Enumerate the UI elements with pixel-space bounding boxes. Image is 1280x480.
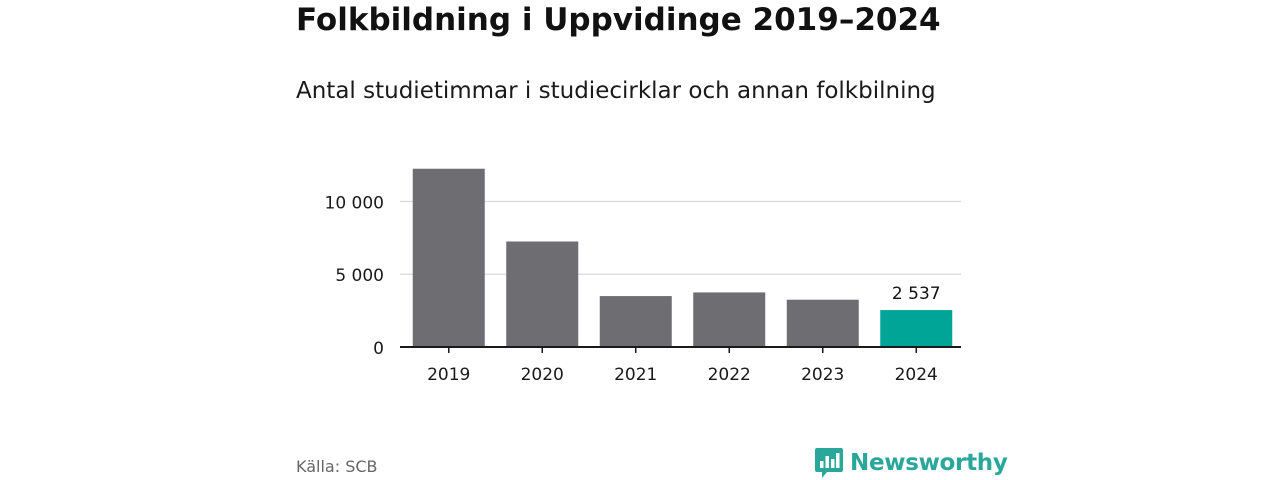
x-tick-label: 2022 <box>708 365 751 385</box>
bar-2019 <box>412 168 485 347</box>
x-tick-label: 2019 <box>427 365 470 385</box>
data-label: 2 537 <box>892 284 941 304</box>
chart-title: Folkbildning i Uppvidinge 2019–2024 <box>296 2 941 38</box>
y-tick-label: 5 000 <box>335 266 384 286</box>
source-note: Källa: SCB <box>296 457 378 476</box>
x-tick-label: 2020 <box>521 365 564 385</box>
x-tick-label: 2021 <box>614 365 657 385</box>
x-tick-label: 2024 <box>895 365 938 385</box>
brand-name: Newsworthy <box>850 450 1008 476</box>
bar-2023 <box>786 299 859 347</box>
bar-2022 <box>693 292 766 347</box>
newsworthy-logo: Newsworthy <box>814 446 1008 480</box>
chart-subtitle: Antal studietimmar i studiecirklar och a… <box>296 78 936 104</box>
bar-2020 <box>506 241 579 347</box>
newsworthy-logo-icon <box>815 448 843 478</box>
bar-2021 <box>599 296 672 347</box>
x-tick-label: 2023 <box>801 365 844 385</box>
y-tick-label: 10 000 <box>325 193 384 213</box>
bar-2024 <box>880 310 953 347</box>
y-tick-label: 0 <box>373 339 384 359</box>
